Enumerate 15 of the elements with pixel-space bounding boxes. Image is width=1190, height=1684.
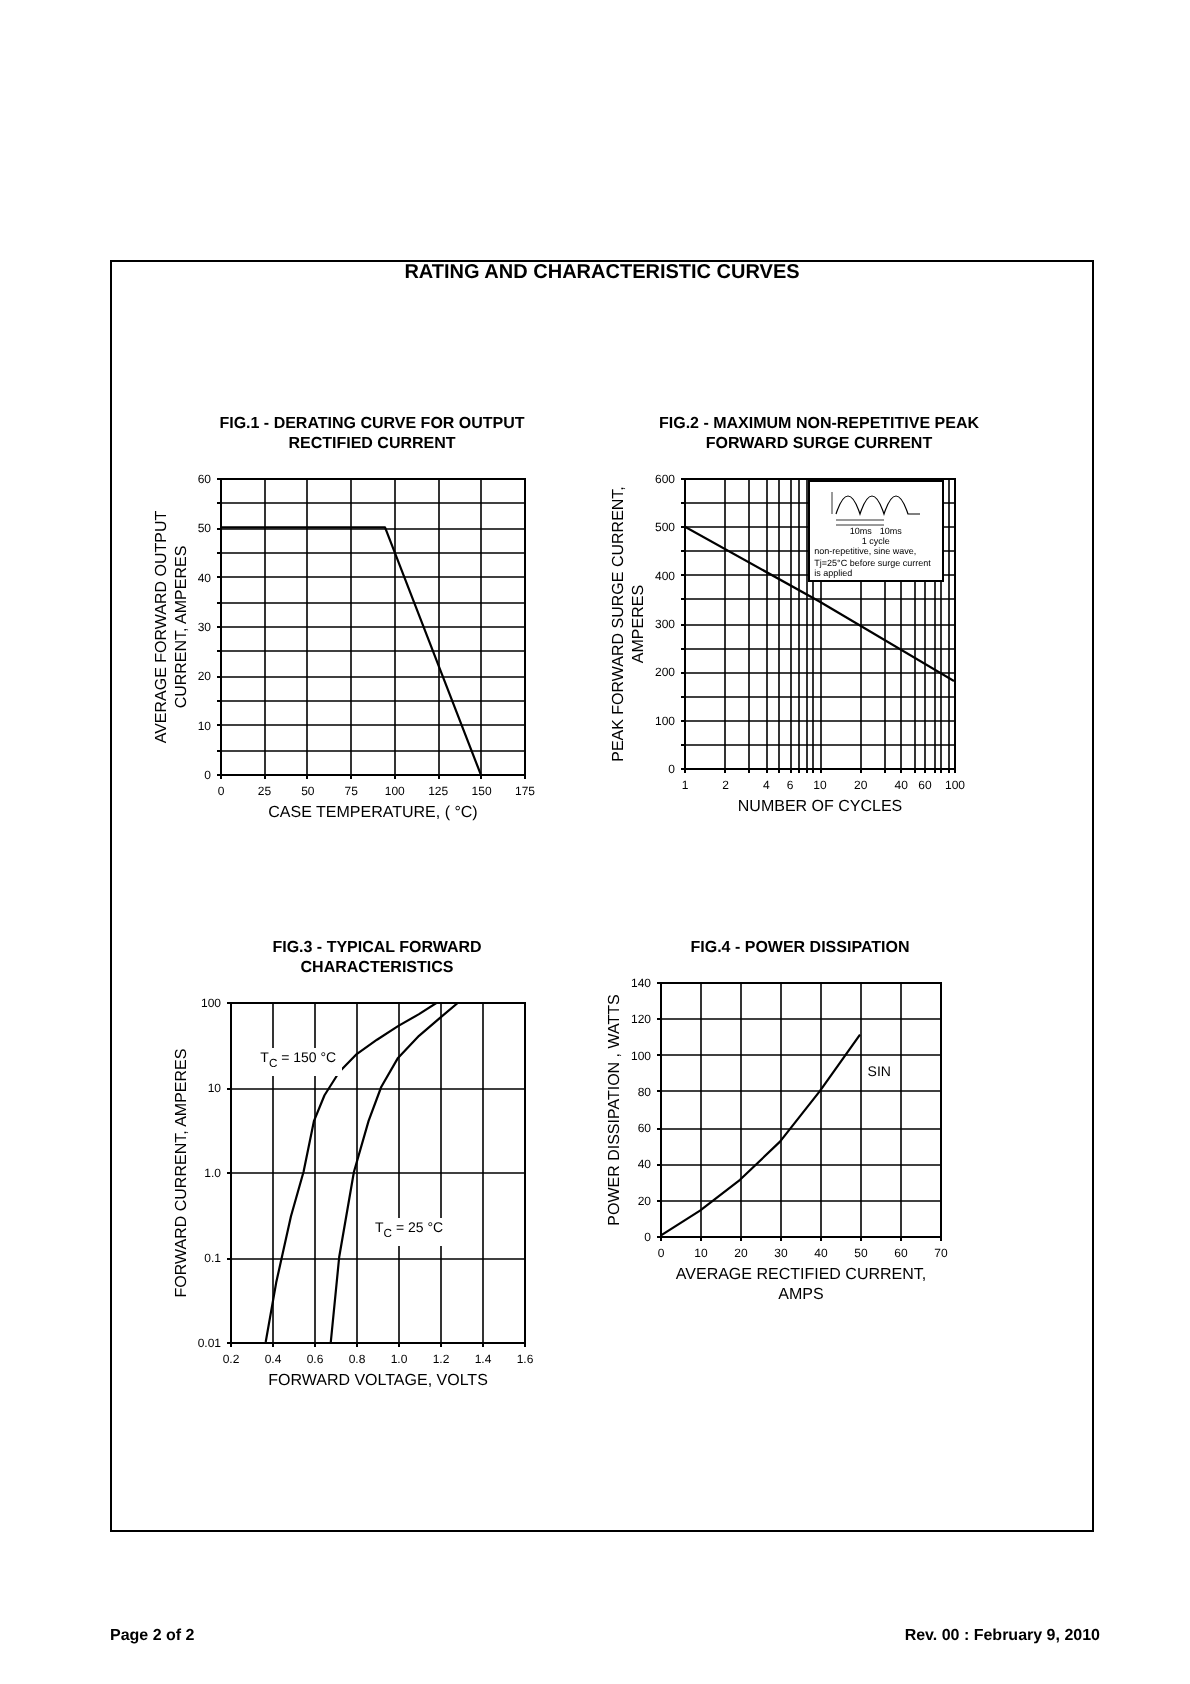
text: RATING AND CHARACTERISTIC CURVES — [402, 262, 802, 284]
y-axis-title: FORWARD CURRENT, AMPERES — [171, 1048, 190, 1298]
chart-title: FIG.3 - TYPICAL FORWARD CHARACTERISTICS — [272, 938, 483, 976]
x-axis-title: CASE TEMPERATURE, ( °C) — [268, 803, 479, 821]
text: Rev. 00 : February 9, 2010 — [904, 1626, 1100, 1644]
chart-title: FIG.1 - DERATING CURVE FOR OUTPUT RECTIFIED CURRENT — [219, 414, 525, 452]
chart-title: FIG.4 - POWER DISSIPATION — [690, 938, 910, 956]
text: Page 2 of 2 — [110, 1626, 195, 1644]
y-axis-title: AVERAGE FORWARD OUTPUT CURRENT, AMPERES — [151, 510, 190, 744]
x-axis-title: FORWARD VOLTAGE, VOLTS — [268, 1371, 488, 1389]
y-axis-title: PEAK FORWARD SURGE CURRENT, AMPERES — [608, 486, 647, 762]
chart-title: FIG.2 - MAXIMUM NON-REPETITIVE PEAK FORWARD SURGE CURRENT — [658, 414, 980, 452]
x-axis-title: AVERAGE RECTIFIED CURRENT, AMPS — [675, 1265, 927, 1303]
x-axis-title: NUMBER OF CYCLES — [737, 797, 903, 815]
y-axis-title: POWER DISSIPATION , WATTS — [604, 994, 623, 1226]
